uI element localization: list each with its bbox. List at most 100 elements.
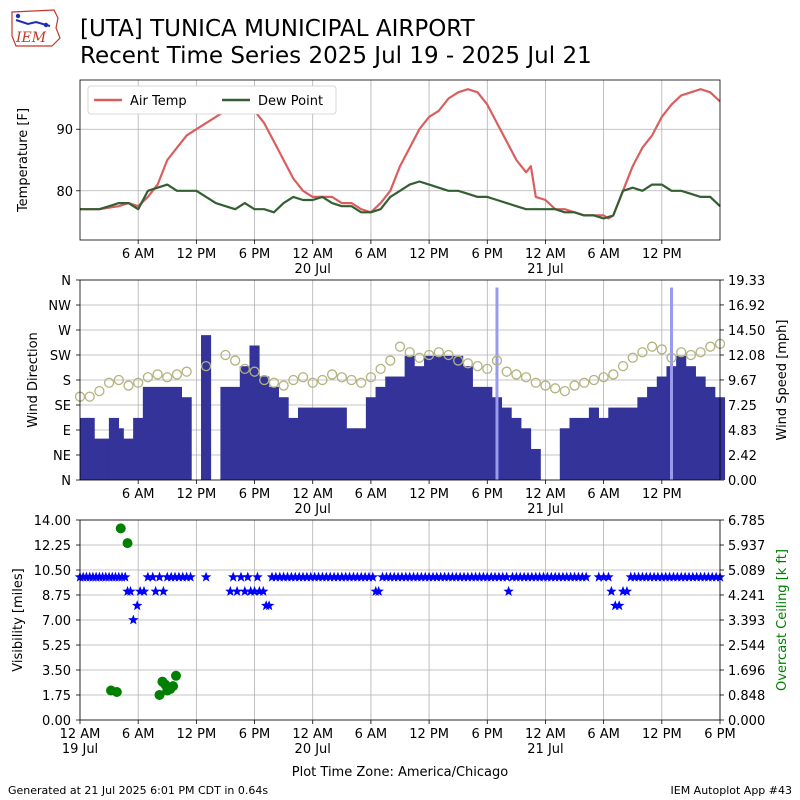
wind-direction-marker — [297, 372, 309, 383]
wind-direction-marker — [540, 380, 551, 391]
visibility-marker — [660, 571, 671, 582]
wind-direction-marker — [94, 385, 105, 397]
x-tick-label: 12 AM — [292, 487, 333, 502]
wind-speed-bar — [133, 417, 144, 480]
y2-tick-label: 9.67 — [728, 374, 757, 389]
visibility-marker — [134, 585, 146, 596]
wind-direction-marker — [288, 374, 299, 386]
x-tick-label: 12 AM — [292, 727, 333, 742]
visibility-marker — [645, 571, 656, 582]
visibility-marker — [633, 571, 644, 582]
ceiling-marker — [111, 686, 122, 697]
x-tick-label: 12 PM — [176, 247, 216, 262]
wind-direction-marker — [326, 369, 338, 380]
wind-direction-marker — [181, 366, 192, 377]
visibility-marker — [553, 571, 565, 582]
wind-direction-marker — [133, 377, 144, 388]
wind-direction-marker — [375, 363, 386, 375]
wind-speed-bar — [627, 407, 638, 480]
visibility-marker — [656, 571, 667, 582]
visibility-marker — [377, 571, 388, 582]
wind-direction-marker — [103, 377, 115, 388]
visibility-marker — [309, 571, 320, 582]
wind-speed-bar — [598, 417, 609, 480]
wind-speed-bar — [356, 428, 367, 480]
x-tick-label: 6 AM — [587, 487, 620, 502]
wind-speed-bar — [705, 386, 716, 480]
visibility-marker — [348, 571, 359, 582]
wind-speed-bar — [472, 386, 483, 480]
visibility-marker — [412, 571, 423, 582]
visibility-marker — [699, 571, 710, 582]
x-tick-label: 12 PM — [176, 487, 216, 502]
x-tick-label: 6 AM — [122, 487, 155, 502]
ceiling-marker — [122, 538, 133, 549]
wind-direction-marker — [588, 374, 600, 386]
wind-speed-bar — [113, 428, 124, 480]
visibility-marker — [629, 571, 640, 582]
visibility-marker — [249, 585, 260, 596]
visibility-marker — [173, 571, 185, 582]
visibility-marker — [530, 571, 541, 582]
visibility-marker — [120, 571, 131, 582]
y-tick-label: 0.00 — [42, 714, 71, 729]
visibility-marker — [138, 585, 150, 596]
wind-speed-bar — [385, 376, 396, 480]
y-tick-label: N — [61, 474, 71, 489]
visibility-marker — [344, 571, 355, 582]
visibility-marker — [573, 571, 584, 582]
visibility-marker — [416, 571, 427, 582]
x-tick-label: 6 AM — [587, 727, 620, 742]
visibility-marker — [668, 571, 679, 582]
wind-speed-bar — [162, 386, 173, 480]
wind-direction-marker — [220, 349, 231, 361]
y2-tick-label: 3.393 — [728, 614, 765, 629]
wind-direction-marker — [278, 380, 289, 391]
visibility-marker — [707, 571, 718, 582]
visibility-marker — [458, 571, 470, 582]
visibility-marker — [565, 571, 576, 582]
wind-speed-bar — [142, 386, 153, 480]
footer-generated: Generated at 21 Jul 2025 6:01 PM CDT in … — [8, 784, 269, 797]
y-tick-label: 1.75 — [42, 689, 71, 704]
visibility-marker — [683, 571, 695, 582]
wind-direction-marker — [268, 377, 280, 388]
wind-speed-bar — [375, 386, 386, 480]
x-tick-date-label: 21 Jul — [527, 502, 563, 517]
ceiling-marker — [171, 670, 181, 681]
visibility-marker — [162, 571, 173, 582]
wind-speed-bar — [288, 417, 299, 480]
wind-direction-marker — [472, 360, 483, 372]
visibility-marker — [278, 571, 289, 582]
x-tick-label: 12 PM — [642, 727, 682, 742]
wind-axes-frame — [79, 279, 721, 481]
wind-gust-bar — [670, 287, 674, 480]
y-tick-label: 12.25 — [34, 539, 71, 554]
visibility-marker — [225, 585, 236, 596]
visibility-marker — [603, 571, 614, 582]
wind-speed-bar — [394, 376, 406, 480]
wind-speed-bar — [239, 366, 250, 480]
visibility-marker — [356, 571, 367, 582]
wind-speed-bar — [443, 355, 454, 480]
wind-speed-bar — [617, 407, 629, 480]
wind-direction-marker — [482, 363, 493, 375]
y-tick-label: 8.75 — [42, 589, 71, 604]
visibility-marker — [290, 571, 301, 582]
x-tick-label: 12 AM — [60, 727, 101, 742]
visibility-marker — [493, 571, 505, 582]
wind-direction-marker — [200, 360, 212, 372]
wind-speed-bar — [181, 397, 192, 480]
visibility-marker — [593, 571, 604, 582]
visibility-marker — [489, 571, 501, 582]
visibility-marker — [242, 571, 253, 582]
wind-direction-marker — [230, 355, 241, 366]
visibility-marker — [317, 571, 328, 582]
visibility-marker — [352, 571, 363, 582]
visibility-marker — [408, 571, 419, 582]
y-tick-label: NW — [48, 299, 71, 314]
visibility-marker — [439, 571, 450, 582]
wind-speed-bar — [94, 438, 105, 480]
x-tick-label: 12 AM — [525, 247, 566, 262]
visibility-marker — [482, 571, 493, 582]
